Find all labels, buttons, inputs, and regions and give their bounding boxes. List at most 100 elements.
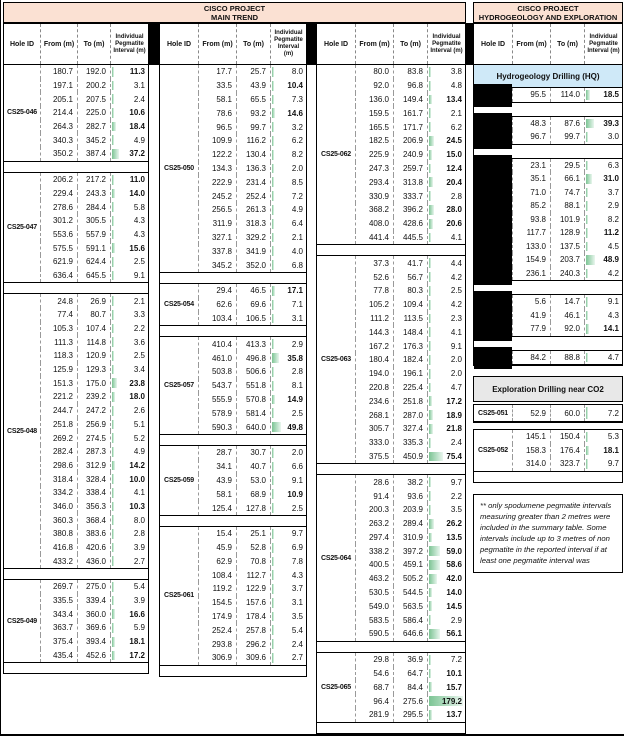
pegmatite-interval-bar (272, 475, 274, 486)
from-value: 48.3 (512, 116, 550, 130)
to-value: 581.4 (236, 406, 270, 421)
pegmatite-interval-bar (112, 323, 114, 334)
interval-cell: 58.6 (427, 558, 465, 572)
from-value: 158.3 (512, 443, 550, 457)
hole-group: 95.5 114.0 18.5 (474, 84, 622, 107)
interval-row: 62.6 69.6 7.1 (160, 297, 306, 312)
pegmatite-interval-bar (112, 419, 114, 430)
interval-value: 10.0 (129, 474, 145, 484)
interval-value: 10.6 (129, 108, 145, 118)
from-value: 264.3 (40, 119, 77, 134)
hole-group: 84.2 88.8 4.7 (474, 346, 622, 369)
to-value: 287.0 (393, 408, 427, 422)
from-value: 337.8 (198, 244, 236, 259)
pegmatite-interval-bar (112, 515, 114, 525)
interval-row: 109.9 116.2 6.2 (160, 133, 306, 148)
interval-row: 194.0 196.1 2.0 (317, 366, 465, 381)
interval-row: 111.3 114.8 3.6 (4, 335, 148, 350)
to-value: 60.0 (550, 405, 584, 421)
hole-group: CS25-063 37.3 41.7 4.4 52.6 56.7 4.2 77.8 80.3 2.… (317, 256, 465, 465)
interval-cell: 4.2 (427, 297, 465, 312)
pegmatite-interval-bar (429, 108, 431, 119)
interval-value: 15.0 (446, 150, 462, 160)
from-value: 85.2 (512, 199, 550, 213)
to-value: 68.9 (236, 487, 270, 502)
pegmatite-interval-bar (586, 324, 589, 334)
interval-row: 314.0 323.7 9.7 (474, 457, 622, 471)
interval-cell: 59.0 (427, 544, 465, 559)
from-value: 95.5 (512, 88, 550, 102)
hole-group: CS25-052 145.1 150.4 5.3 158.3 176.4 18.1 314.0… (474, 430, 622, 472)
pegmatite-interval-bar (112, 433, 114, 443)
to-value: 52.8 (236, 540, 270, 555)
interval-cell: 6.2 (427, 120, 465, 134)
from-value: 375.4 (40, 634, 77, 649)
interval-value: 35.8 (287, 353, 303, 363)
interval-row: 229.4 243.3 14.0 (4, 186, 148, 201)
interval-cell: 2.5 (427, 283, 465, 298)
interval-row: 263.2 289.4 26.2 (317, 516, 465, 531)
pegmatite-interval-bar (272, 489, 275, 500)
from-value: 340.3 (40, 133, 77, 148)
to-value: 368.4 (77, 513, 110, 527)
interval-value: 2.1 (450, 108, 462, 118)
from-value: 52.6 (355, 270, 393, 284)
interval-value: 20.6 (446, 219, 462, 229)
interval-cell: 3.8 (427, 65, 465, 79)
interval-value: 4.7 (450, 382, 462, 392)
pegmatite-interval-bar (429, 285, 431, 296)
to-value: 93.2 (236, 106, 270, 121)
to-value: 256.9 (77, 417, 110, 432)
interval-value: 8.0 (133, 515, 145, 525)
pegmatite-interval-bar (429, 451, 444, 462)
pegmatite-interval-bar (112, 121, 116, 132)
interval-value: 3.4 (133, 365, 145, 375)
interval-cell: 3.5 (270, 609, 306, 624)
interval-row: 621.9 624.4 2.5 (4, 254, 148, 269)
interval-value: 75.4 (446, 451, 462, 461)
interval-cell: 2.1 (110, 294, 148, 308)
interval-value: 14.5 (446, 601, 462, 611)
pegmatite-interval-bar (429, 682, 432, 693)
to-value: 496.8 (236, 351, 270, 365)
hole-group: CS25-064 28.6 38.2 9.7 91.4 93.6 2.2 200.3 203.9… (317, 475, 465, 642)
interval-cell: 20.4 (427, 175, 465, 190)
interval-row: 297.4 310.9 13.5 (317, 530, 465, 545)
interval-row: 268.1 287.0 18.9 (317, 408, 465, 422)
from-value: 343.4 (40, 607, 77, 622)
interval-value: 5.8 (133, 202, 145, 212)
to-value: 645.5 (77, 268, 110, 283)
pegmatite-interval-bar (272, 122, 274, 132)
interval-row: 293.4 313.8 20.4 (317, 175, 465, 190)
interval-cell: 2.0 (427, 352, 465, 367)
interval-value: 179.2 (441, 696, 462, 706)
to-value: 41.7 (393, 256, 427, 271)
interval-value: 21.8 (446, 424, 462, 434)
interval-row: 35.1 66.1 31.0 (474, 172, 622, 186)
table-header-row: Hole ID From (m) To (m) Individual Pegmatit… (317, 24, 465, 65)
interval-value: 2.8 (450, 191, 462, 201)
interval-value: 2.3 (450, 313, 462, 323)
interval-value: 4.3 (607, 310, 619, 320)
interval-row: 375.4 393.4 18.1 (4, 634, 148, 649)
to-value: 335.3 (393, 435, 427, 450)
to-value: 624.4 (77, 254, 110, 269)
interval-value: 2.1 (133, 296, 145, 306)
hole-id-label: CS25-057 (164, 382, 194, 390)
column-header-from: From (m) (198, 24, 236, 64)
pegmatite-interval-bar (112, 256, 114, 267)
to-value: 328.4 (77, 472, 110, 486)
interval-value: 4.4 (450, 258, 462, 268)
pegmatite-interval-bar (429, 177, 433, 188)
hydro-exploration-title-line2: HYDROGEOLOGY AND EXPLORATION (478, 13, 618, 22)
interval-cell: 9.1 (584, 295, 622, 309)
to-value: 420.6 (77, 540, 110, 555)
interval-cell: 2.9 (584, 199, 622, 213)
interval-row: 360.3 368.4 8.0 (4, 513, 148, 527)
from-value: 78.6 (198, 106, 236, 121)
interval-cell: 10.1 (427, 666, 465, 681)
interval-row: 105.3 107.4 2.2 (4, 321, 148, 336)
pegmatite-interval-bar (272, 149, 274, 160)
hole-id-label: CS25-052 (478, 446, 508, 454)
to-value: 282.7 (77, 119, 110, 134)
